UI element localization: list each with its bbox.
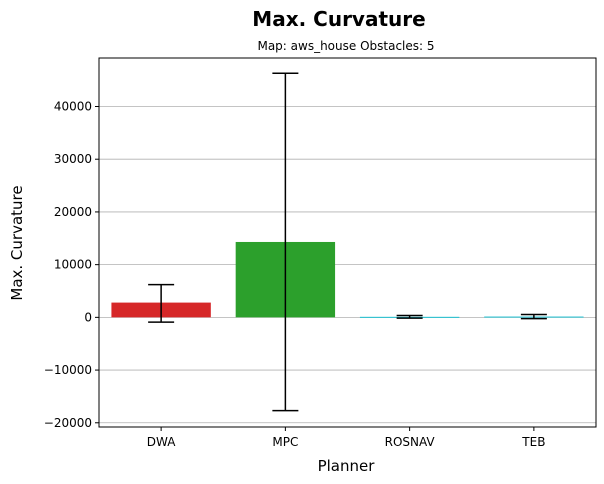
y-tick-label: 30000 [54, 152, 92, 166]
chart-subtitle: Map: aws_house Obstacles: 5 [257, 39, 434, 53]
x-axis-label: Planner [318, 457, 376, 475]
y-tick-label: −20000 [44, 416, 92, 430]
plot-frame [98, 57, 597, 428]
x-tick-label: DWA [147, 435, 176, 449]
x-tick-label: MPC [272, 435, 298, 449]
gridlines [99, 106, 596, 424]
chart-title: Max. Curvature [252, 7, 425, 31]
error-bars [148, 72, 547, 412]
y-tick-label: −10000 [44, 363, 92, 377]
y-tick-label: 40000 [54, 99, 92, 113]
y-tick-label: 10000 [54, 258, 92, 272]
y-tick-label: 0 [84, 310, 92, 324]
bars [111, 241, 584, 318]
y-tick-label: 20000 [54, 205, 92, 219]
x-tick-label: ROSNAV [385, 435, 436, 449]
y-axis-ticks: −20000 −10000 0 10000 20000 30000 40000 [44, 99, 99, 430]
y-axis-label: Max. Curvature [8, 185, 26, 300]
x-axis-ticks: DWA MPC ROSNAV TEB [147, 427, 545, 449]
x-tick-label: TEB [521, 435, 545, 449]
